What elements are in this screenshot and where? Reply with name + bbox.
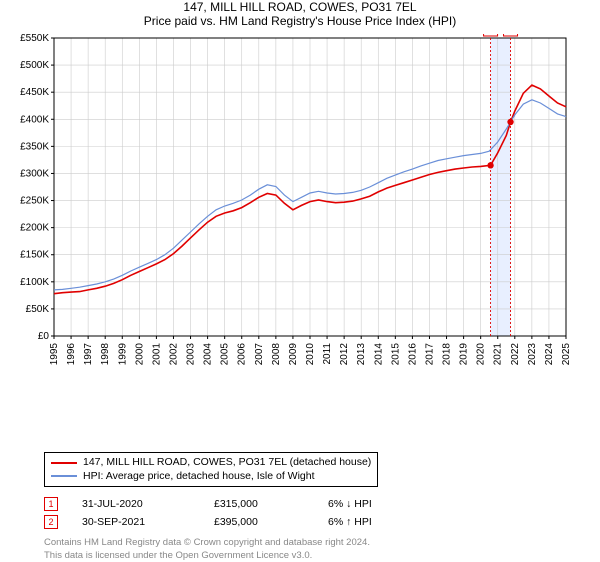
svg-text:2024: 2024: [544, 343, 555, 366]
record-marker: 1: [44, 497, 58, 511]
svg-text:2015: 2015: [390, 343, 401, 366]
svg-text:2016: 2016: [407, 343, 418, 366]
svg-text:2004: 2004: [203, 343, 214, 366]
svg-text:£450K: £450K: [20, 87, 49, 98]
footer-line-2: This data is licensed under the Open Gov…: [44, 550, 600, 562]
record-delta: 6% ↑ HPI: [328, 516, 372, 528]
svg-text:2012: 2012: [339, 343, 350, 366]
svg-text:£350K: £350K: [20, 141, 49, 152]
svg-text:2005: 2005: [220, 343, 231, 366]
svg-text:£100K: £100K: [20, 277, 49, 288]
svg-text:£200K: £200K: [20, 223, 49, 234]
svg-text:£300K: £300K: [20, 168, 49, 179]
chart-container: £0 £50K £100K £150K £200K £250K £300K £350K £400…: [10, 34, 580, 394]
footer: Contains HM Land Registry data © Crown c…: [44, 537, 600, 562]
svg-text:2007: 2007: [254, 343, 265, 366]
chart-svg: £0 £50K £100K £150K £200K £250K £300K £350K £400…: [10, 34, 580, 394]
record-row: 1 31-JUL-2020 £315,000 6% ↓ HPI: [44, 495, 600, 513]
svg-text:£400K: £400K: [20, 114, 49, 125]
record-delta: 6% ↓ HPI: [328, 498, 372, 510]
svg-text:2001: 2001: [151, 343, 162, 366]
svg-text:2019: 2019: [459, 343, 470, 366]
svg-text:2008: 2008: [271, 343, 282, 366]
svg-text:2000: 2000: [134, 343, 145, 366]
svg-text:1999: 1999: [117, 343, 128, 366]
svg-text:2022: 2022: [510, 343, 521, 366]
footer-line-1: Contains HM Land Registry data © Crown c…: [44, 537, 600, 549]
legend: 147, MILL HILL ROAD, COWES, PO31 7EL (de…: [44, 452, 378, 487]
svg-text:2010: 2010: [305, 343, 316, 366]
legend-label: HPI: Average price, detached house, Isle…: [83, 470, 315, 484]
svg-text:£550K: £550K: [20, 34, 49, 44]
records-table: 1 31-JUL-2020 £315,000 6% ↓ HPI 2 30-SEP-2021…: [44, 495, 600, 531]
svg-text:2017: 2017: [424, 343, 435, 366]
svg-text:1995: 1995: [49, 343, 60, 366]
record-price: £315,000: [214, 498, 304, 510]
svg-text:£0: £0: [38, 331, 50, 342]
legend-swatch: [51, 475, 77, 477]
record-date: 30-SEP-2021: [82, 516, 190, 528]
record-date: 31-JUL-2020: [82, 498, 190, 510]
chart-title: 147, MILL HILL ROAD, COWES, PO31 7EL: [0, 0, 600, 14]
svg-text:£500K: £500K: [20, 60, 49, 71]
svg-text:£150K: £150K: [20, 250, 49, 261]
svg-text:2014: 2014: [373, 343, 384, 366]
legend-label: 147, MILL HILL ROAD, COWES, PO31 7EL (de…: [83, 456, 371, 470]
svg-text:£250K: £250K: [20, 196, 49, 207]
svg-text:2009: 2009: [288, 343, 299, 366]
svg-text:2003: 2003: [186, 343, 197, 366]
svg-text:2020: 2020: [476, 343, 487, 366]
svg-text:1998: 1998: [100, 343, 111, 366]
svg-text:1: 1: [488, 34, 493, 35]
svg-text:2025: 2025: [561, 343, 572, 366]
svg-text:2: 2: [508, 34, 513, 35]
svg-text:1996: 1996: [66, 343, 77, 366]
chart-subtitle: Price paid vs. HM Land Registry's House …: [0, 14, 600, 28]
svg-text:2006: 2006: [237, 343, 248, 366]
svg-text:2002: 2002: [168, 343, 179, 366]
legend-swatch: [51, 462, 77, 464]
legend-item: HPI: Average price, detached house, Isle…: [51, 470, 371, 484]
record-row: 2 30-SEP-2021 £395,000 6% ↑ HPI: [44, 513, 600, 531]
record-marker: 2: [44, 515, 58, 529]
svg-text:2023: 2023: [527, 343, 538, 366]
svg-text:2013: 2013: [356, 343, 367, 366]
legend-item: 147, MILL HILL ROAD, COWES, PO31 7EL (de…: [51, 456, 371, 470]
svg-text:2018: 2018: [442, 343, 453, 366]
svg-text:£50K: £50K: [26, 304, 50, 315]
record-price: £395,000: [214, 516, 304, 528]
svg-text:1997: 1997: [83, 343, 94, 366]
svg-text:2021: 2021: [493, 343, 504, 366]
svg-text:2011: 2011: [322, 343, 333, 365]
